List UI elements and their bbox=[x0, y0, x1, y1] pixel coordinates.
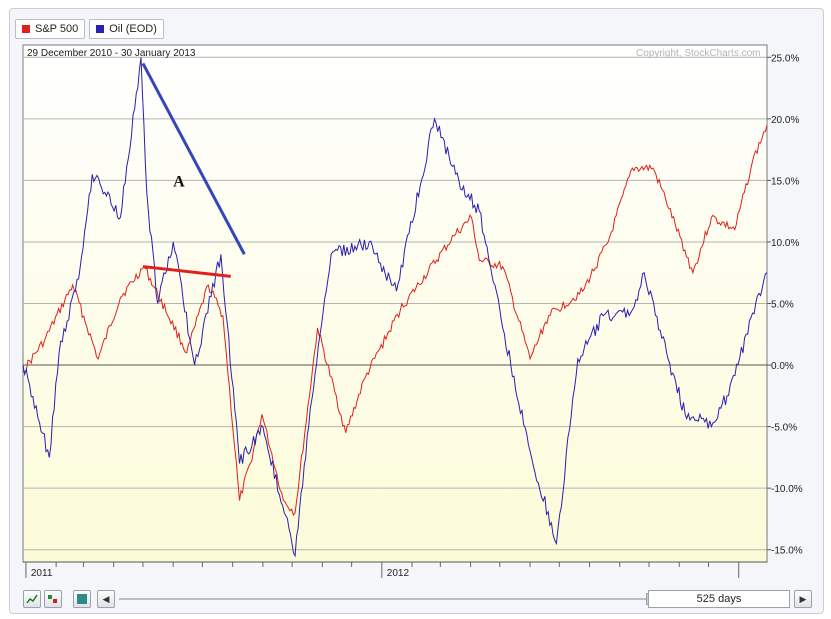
legend-item-sp500[interactable]: S&P 500 bbox=[15, 19, 86, 39]
series-line-sp500 bbox=[22, 124, 768, 517]
scroll-right-icon[interactable]: ▶ bbox=[794, 590, 812, 608]
date-range-label: 29 December 2010 - 30 January 2013 bbox=[27, 48, 196, 59]
copyright-text: Copyright, StockCharts.com bbox=[636, 48, 761, 59]
y-tick-label: 25.0% bbox=[771, 53, 799, 64]
y-tick-label: -15.0% bbox=[771, 546, 803, 557]
legend-label-oil: Oil (EOD) bbox=[109, 23, 157, 35]
y-tick-label: 0.0% bbox=[771, 361, 794, 372]
x-axis: 2011 2012 bbox=[23, 561, 767, 579]
days-input[interactable]: 525 days bbox=[648, 590, 790, 608]
color-fill-icon[interactable] bbox=[73, 590, 91, 608]
legend-swatch-oil bbox=[96, 25, 105, 33]
series-lines bbox=[22, 57, 768, 558]
x-tick-label: 2011 bbox=[31, 568, 53, 579]
bottom-toolbar: ◀ 525 days ▶ bbox=[19, 590, 816, 610]
legend-swatch-sp500 bbox=[22, 25, 30, 33]
grid-lines bbox=[23, 56, 767, 551]
scroll-left-icon[interactable]: ◀ bbox=[97, 590, 115, 608]
annotation-label: A bbox=[173, 174, 185, 191]
legend: S&P 500 Oil (EOD) bbox=[15, 19, 164, 39]
y-tick-label: -5.0% bbox=[771, 423, 797, 434]
y-tick-label: 20.0% bbox=[771, 115, 799, 126]
y-tick-label: 15.0% bbox=[771, 176, 799, 187]
legend-item-oil[interactable]: Oil (EOD) bbox=[89, 19, 164, 39]
x-tick-label: 2012 bbox=[387, 568, 410, 579]
compare-chart-icon[interactable] bbox=[44, 590, 62, 608]
series-line-oil bbox=[22, 57, 768, 558]
line-chart-icon[interactable] bbox=[23, 590, 41, 608]
trendline-annotation bbox=[142, 265, 231, 278]
trendline-annotation bbox=[141, 62, 246, 255]
y-tick-label: 5.0% bbox=[771, 300, 794, 311]
date-scroll-track[interactable] bbox=[119, 598, 647, 600]
annotations: A bbox=[141, 62, 246, 278]
y-axis-ticks: 25.0% 20.0% 15.0% 10.0% 5.0% 0.0% -5.0% -10.0% -… bbox=[767, 53, 803, 557]
y-tick-label: 10.0% bbox=[771, 238, 799, 249]
y-tick-label: -10.0% bbox=[771, 484, 803, 495]
legend-label-sp500: S&P 500 bbox=[35, 23, 79, 35]
